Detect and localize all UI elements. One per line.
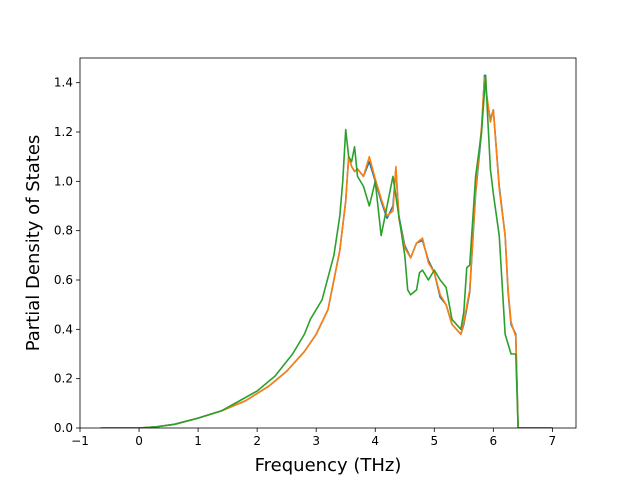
x-tick-label: 3 (312, 434, 320, 448)
y-tick-label: 1.4 (54, 76, 73, 90)
y-tick-label: 1.2 (54, 125, 73, 139)
series-layer (100, 74, 553, 428)
ticks-layer: −1 0 1 2 3 4 5 6 7 0.0 0.2 0.4 0.6 0.8 1.0 1.2 1.4 (54, 76, 556, 448)
x-tick-label: 7 (549, 434, 557, 448)
plot-frame (79, 57, 577, 429)
x-axis-label: Frequency (THz) (255, 455, 402, 476)
y-axis-label: Partial Density of States (23, 135, 44, 352)
x-tick-label: 0 (135, 434, 143, 448)
y-tick-label: 0.4 (54, 322, 73, 336)
y-tick-label: 0.6 (54, 273, 73, 287)
y-tick-label: 0.8 (54, 224, 73, 238)
series-line-3 (100, 74, 553, 428)
x-tick-label: 5 (430, 434, 438, 448)
x-tick-label: 4 (371, 434, 379, 448)
y-tick-label: 0.2 (54, 372, 73, 386)
x-tick-label: 6 (490, 434, 498, 448)
x-tick-label: 2 (253, 434, 261, 448)
x-tick-label: 1 (194, 434, 202, 448)
y-tick-label: 1.0 (54, 174, 73, 188)
x-tick-label: −1 (71, 434, 89, 448)
y-tick-label: 0.0 (54, 421, 73, 435)
